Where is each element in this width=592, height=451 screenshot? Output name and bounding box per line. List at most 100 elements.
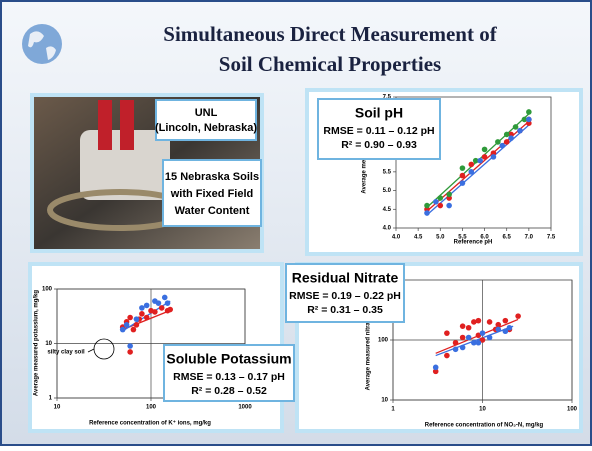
data-point (134, 316, 140, 322)
data-point (120, 327, 126, 333)
data-point (437, 203, 443, 209)
annotation-text: RMSE = 0.13 – 0.17 pH (173, 371, 285, 383)
annotation-text: R² = 0.28 – 0.52 (191, 385, 267, 397)
data-point (460, 173, 466, 179)
data-point (480, 330, 486, 336)
data-point (460, 180, 466, 186)
y-tick-label: 4.0 (383, 226, 392, 232)
data-point (517, 128, 523, 134)
data-point (507, 325, 513, 331)
x-tick-label: 4.0 (392, 235, 401, 241)
data-point (503, 318, 509, 324)
data-point (495, 139, 501, 145)
x-tick-label: 4.5 (414, 235, 423, 241)
slide: Simultaneous Direct Measurement of Soil … (0, 0, 592, 446)
data-point (433, 365, 439, 371)
x-tick-label: 10 (54, 405, 61, 411)
data-point (499, 143, 505, 149)
x-tick-label: 6.5 (503, 235, 512, 241)
data-point (508, 135, 514, 141)
data-point (460, 345, 466, 351)
data-point (495, 327, 501, 333)
annotation-text: RMSE = 0.11 – 0.12 pH (323, 125, 434, 137)
data-point (156, 300, 162, 306)
title-line: Soil Chemical Properties (219, 52, 441, 76)
data-point (476, 318, 482, 324)
data-point (139, 311, 145, 317)
chart-title: Residual Nitrate (292, 270, 399, 286)
data-point (513, 124, 519, 130)
box-text: (Lincoln, Nebraska) (155, 122, 257, 134)
data-point (471, 340, 477, 346)
x-axis-label: Reference concentration of K⁺ ions, mg/k… (89, 420, 211, 427)
y-tick-label: 5.0 (383, 188, 392, 194)
y-axis-label: Average measured potassium, mg/kg (34, 290, 40, 396)
data-point (487, 319, 493, 325)
data-point (134, 322, 140, 328)
data-point (515, 313, 521, 319)
data-point (453, 346, 459, 352)
data-point (526, 109, 532, 115)
data-point (127, 343, 133, 349)
data-point (127, 349, 133, 355)
data-point (444, 330, 450, 336)
data-point (477, 158, 483, 164)
data-point (144, 315, 150, 321)
data-point (487, 335, 493, 341)
data-point (446, 192, 452, 198)
x-tick-label: 100 (146, 405, 157, 411)
data-point (526, 117, 532, 123)
y-tick-label: 5.5 (383, 169, 392, 175)
callout-label: silty clay soil (47, 350, 85, 356)
data-point (466, 335, 472, 341)
data-point (460, 323, 466, 329)
data-point (162, 295, 168, 301)
data-point (437, 195, 443, 201)
x-tick-label: 7.5 (547, 235, 556, 241)
annotation-text: RMSE = 0.19 – 0.22 pH (289, 290, 401, 302)
data-point (424, 203, 430, 209)
x-tick-label: 7.0 (525, 235, 534, 241)
box-text: with Fixed Field (170, 188, 254, 200)
data-point (131, 327, 137, 333)
data-point (139, 305, 145, 311)
data-point (167, 307, 173, 313)
data-point (482, 154, 488, 160)
y-tick-label: 100 (42, 287, 53, 293)
data-point (460, 335, 466, 341)
data-point (165, 300, 171, 306)
data-point (468, 162, 474, 168)
x-tick-label: 5.0 (436, 235, 445, 241)
box-text: UNL (195, 107, 218, 119)
data-point (424, 210, 430, 216)
y-tick-label: 4.5 (383, 207, 392, 213)
y-tick-label: 10 (45, 341, 52, 347)
data-point (453, 340, 459, 346)
data-point (504, 132, 510, 138)
x-axis-label: Reference pH (454, 240, 493, 246)
data-point (482, 147, 488, 153)
box-text: Water Content (175, 205, 250, 217)
annotation-text: R² = 0.31 – 0.35 (307, 304, 383, 316)
data-point (460, 165, 466, 171)
data-point (124, 322, 130, 328)
data-point (446, 203, 452, 209)
x-tick-label: 100 (567, 407, 578, 413)
data-point (144, 303, 150, 309)
x-tick-label: 1000 (238, 405, 252, 411)
x-axis-label: Reference concentration of NO₃-N, mg/kg (425, 423, 544, 429)
y-tick-label: 100 (378, 338, 389, 344)
title-line: Simultaneous Direct Measurement of (163, 22, 497, 46)
data-point (466, 325, 472, 331)
chart-title: Soil pH (355, 105, 403, 121)
data-point (491, 154, 497, 160)
chart-title: Soluble Potassium (166, 351, 291, 367)
data-point (468, 169, 474, 175)
data-point (159, 305, 165, 311)
y-tick-label: 10 (381, 398, 388, 404)
data-point (152, 309, 158, 315)
data-point (433, 199, 439, 205)
data-point (444, 353, 450, 359)
data-point (127, 315, 133, 321)
annotation-text: R² = 0.90 – 0.93 (341, 139, 417, 151)
